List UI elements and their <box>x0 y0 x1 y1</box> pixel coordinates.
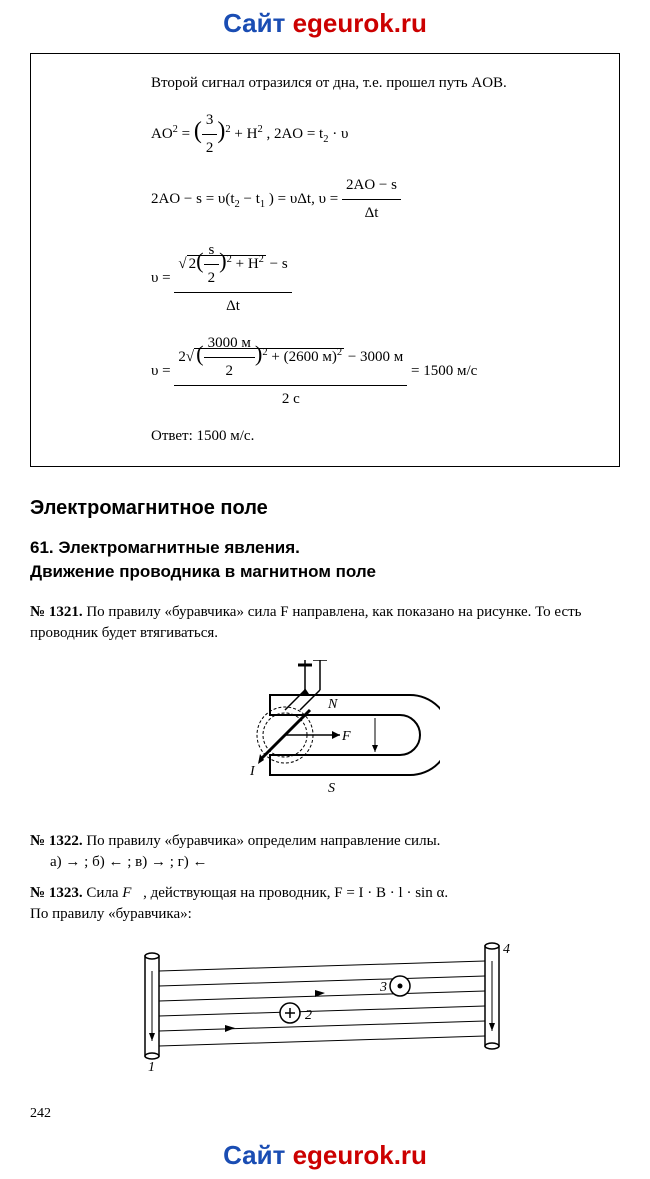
p1322-text: По правилу «буравчика» определим направл… <box>83 833 441 849</box>
subline2: Движение проводника в магнитном поле <box>30 562 376 581</box>
watermark-word2-b: egeurok.ru <box>293 1140 427 1170</box>
eq1-plus: + H <box>234 126 257 142</box>
eq3-lhs: υ = <box>151 270 174 286</box>
problem-1322: № 1322. По правилу «буравчика» определим… <box>30 831 620 873</box>
equation-1: AO2 = (32)2 + H2 , 2AO = t2 · υ <box>151 107 601 162</box>
equation-3: υ = √2(s2)2 + H2 − s Δt <box>151 237 601 320</box>
eq3-ph: + H <box>232 256 259 272</box>
eq3-id: 2 <box>204 265 220 292</box>
eq1-op: = <box>182 126 194 142</box>
page-content: Второй сигнал отразился от дна, т.е. про… <box>0 53 650 1122</box>
eq4-m: − 3000 м <box>348 349 403 365</box>
label-2: 2 <box>305 1008 312 1023</box>
watermark-bottom: Сайт egeurok.ru <box>0 1132 650 1179</box>
eq2-b: − t <box>244 191 260 207</box>
p1322-num: № 1322. <box>30 833 83 849</box>
subline1: Электромагнитные явления. <box>58 538 300 557</box>
eq3-ms: − s <box>270 256 288 272</box>
eq2-c: ) = υΔt, υ = <box>269 191 342 207</box>
answer-text: Ответ: 1500 м/с. <box>151 423 601 450</box>
eq1-comma: , 2AO = t <box>266 126 323 142</box>
eq4-den: 2 с <box>174 386 407 413</box>
page-number: 242 <box>30 1106 620 1122</box>
label-4: 4 <box>503 942 510 957</box>
label-S: S <box>328 781 335 796</box>
watermark-word1-b: Сайт <box>223 1140 293 1170</box>
p1321-text: По правилу «буравчика» сила F направлена… <box>30 604 582 641</box>
equation-4: υ = 2√(3000 м2)2 + (2600 м)2 − 3000 м 2 … <box>151 330 601 413</box>
p1323-t3: По правилу «буравчика»: <box>30 906 192 922</box>
label-I: I <box>249 764 256 779</box>
eq4-lhs: υ = <box>151 363 174 379</box>
label-F: F <box>341 729 351 744</box>
watermark-top: Сайт egeurok.ru <box>0 0 650 47</box>
eq1-lhs: AO <box>151 126 173 142</box>
eq2-s2: 2 <box>235 199 240 210</box>
problem-1321: № 1321. По правилу «буравчика» сила F на… <box>30 602 620 644</box>
eq4-res: = 1500 м/с <box>411 363 477 379</box>
solution-box: Второй сигнал отразился от дна, т.е. про… <box>30 53 620 467</box>
p1323-num: № 1323. <box>30 885 83 901</box>
eq1-num: 3 <box>202 107 218 135</box>
intro-text: Второй сигнал отразился от дна, т.е. про… <box>151 70 601 97</box>
label-3: 3 <box>379 980 387 995</box>
label-1: 1 <box>148 1060 155 1071</box>
label-N: N <box>327 697 338 712</box>
eq4-n1: 3000 м <box>204 330 255 358</box>
eq3-in: s <box>204 237 220 265</box>
eq4-d1: 2 <box>204 358 255 385</box>
subsection-title: 61. Электромагнитные явления. Движение п… <box>30 536 620 584</box>
eq2-num: 2AO − s <box>342 172 401 200</box>
eq2-a: 2AO − s = υ(t <box>151 191 235 207</box>
p1323-t1: Сила <box>83 885 123 901</box>
p1321-num: № 1321. <box>30 604 83 620</box>
equation-2: 2AO − s = υ(t2 − t1 ) = υΔt, υ = 2AO − s… <box>151 172 601 227</box>
watermark-word1: Сайт <box>223 8 293 38</box>
eq1-sub2: 2 <box>323 134 328 145</box>
section-title: Электромагнитное поле <box>30 497 620 520</box>
problem-1323: № 1323. Сила F⃗, действующая на проводни… <box>30 883 620 925</box>
eq2-den: Δt <box>342 200 401 227</box>
eq4-p: + (2600 м) <box>268 349 337 365</box>
subnum: 61. <box>30 538 58 557</box>
magnet-diagram: F N S I <box>30 660 620 815</box>
p1323-t2: , действующая на проводник, F = I · B · … <box>143 885 448 901</box>
eq3-den: Δt <box>174 293 291 320</box>
eq1-dot: · υ <box>332 126 348 142</box>
eq2-s1: 1 <box>260 199 265 210</box>
field-diagram: 2 3 1 4 <box>30 941 620 1076</box>
watermark-word2: egeurok.ru <box>293 8 427 38</box>
eq1-den: 2 <box>202 135 218 162</box>
p1322-answer: а) → ; б) ← ; в) → ; г) ← <box>50 854 208 870</box>
p1323-f: F⃗ <box>122 885 143 901</box>
